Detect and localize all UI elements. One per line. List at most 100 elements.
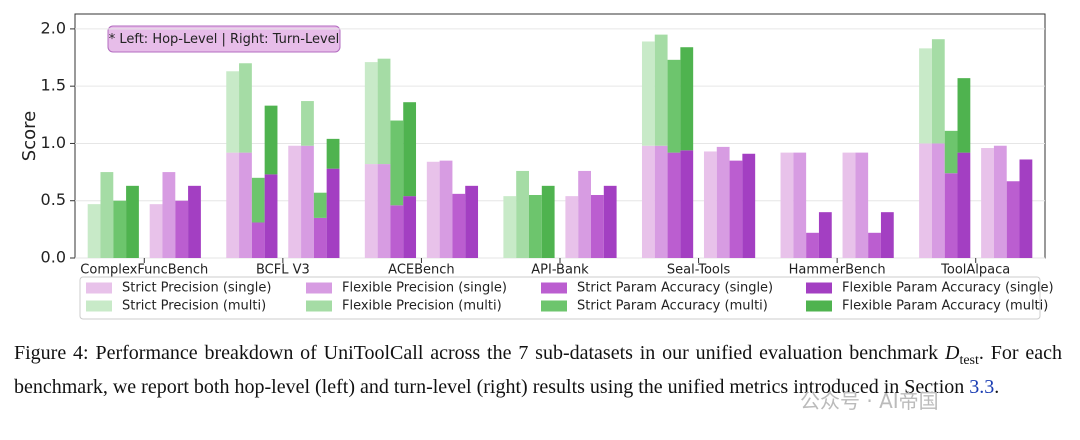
y-tick-label: 1.5 — [41, 76, 66, 95]
bar-segment — [503, 196, 517, 258]
bar-segment — [716, 146, 730, 258]
legend-label: Strict Precision (single) — [122, 281, 271, 296]
bar-segment — [703, 151, 717, 258]
bar-segment — [251, 177, 265, 223]
bar-segment — [806, 232, 819, 258]
bar-segment — [326, 168, 340, 258]
bar-segment — [390, 120, 404, 206]
y-tick-label: 0.0 — [41, 248, 66, 267]
bar-segment — [239, 152, 252, 258]
bar-segment — [641, 41, 655, 146]
bar-segment — [729, 160, 743, 258]
bar-segment — [1006, 181, 1020, 258]
x-tick-label: HammerBench — [789, 263, 886, 278]
x-tick-label: BCFL V3 — [256, 263, 310, 278]
legend-label: Strict Param Accuracy (single) — [577, 281, 773, 296]
bar-segment — [403, 196, 417, 258]
y-axis-label: Score — [19, 111, 40, 161]
bar-segment — [313, 217, 327, 258]
y-tick-label: 2.0 — [41, 18, 66, 37]
y-tick-label: 0.5 — [41, 190, 66, 209]
bar-segment — [931, 39, 945, 144]
bar-segment — [326, 138, 340, 169]
bar-segment — [868, 232, 881, 258]
legend-swatch — [806, 300, 832, 312]
bar-segment — [780, 152, 794, 258]
legend-swatch — [306, 282, 332, 294]
legend-label: Strict Param Accuracy (multi) — [577, 299, 768, 314]
bar-segment — [239, 63, 252, 153]
bar-segment — [944, 173, 958, 258]
legend-label: Flexible Param Accuracy (multi) — [842, 299, 1048, 314]
caption-text: . — [994, 376, 1000, 398]
legend-swatch — [306, 300, 332, 312]
annotation-box — [107, 25, 341, 53]
bar-segment — [301, 145, 314, 258]
annotation: * Left: Hop-Level | Right: Turn-Level — [109, 32, 340, 47]
x-tick-label: Seal-Tools — [667, 263, 731, 278]
caption: Figure 4: Performance breakdown of UniTo… — [14, 340, 1062, 400]
bar-segment — [364, 62, 378, 165]
bar-segment — [742, 153, 756, 258]
bar-segment — [565, 196, 579, 258]
bar-segment — [403, 102, 417, 197]
bar-segment — [226, 71, 240, 153]
bar-segment — [126, 185, 139, 258]
bar-segment — [944, 130, 958, 174]
bar-segment — [465, 185, 479, 258]
bar-segment — [993, 145, 1007, 258]
bar-segment — [452, 193, 466, 258]
caption-math: D — [944, 342, 960, 364]
bar-segment — [1019, 159, 1033, 258]
bar-segment — [667, 59, 681, 153]
legend-swatch — [86, 282, 112, 294]
bar-segment — [364, 164, 378, 258]
bar-segment — [162, 172, 176, 258]
bar-segment — [919, 143, 932, 258]
bar-segment — [226, 152, 240, 258]
caption-text: Figure 4: Performance breakdown of UniTo… — [14, 342, 945, 364]
legend-label: Flexible Param Accuracy (single) — [842, 281, 1054, 296]
bar-segment — [251, 222, 265, 258]
legend-swatch — [541, 282, 567, 294]
bar-segment — [313, 192, 327, 218]
bar-segment — [529, 194, 542, 258]
bar-segment — [175, 200, 189, 258]
bar-segment — [591, 194, 604, 258]
x-tick-label: ComplexFuncBench — [80, 263, 208, 278]
bar-segment — [919, 48, 932, 144]
x-tick-label: ACEBench — [388, 263, 455, 278]
bar-segment — [931, 143, 945, 258]
bar-segment — [100, 172, 114, 258]
bar-segment — [516, 170, 529, 258]
bar-segment — [641, 145, 655, 258]
caption-subscript: test — [959, 353, 979, 368]
bar-segment — [390, 205, 404, 258]
y-tick-label: 1.0 — [41, 133, 66, 152]
bar-segment — [149, 204, 163, 258]
bar-segment — [301, 101, 314, 146]
caption-link[interactable]: 3.3 — [969, 376, 995, 398]
x-tick-label: API-Bank — [531, 263, 589, 278]
bar-segment — [957, 78, 971, 153]
watermark: 公众号 · AI帝国 — [800, 389, 939, 413]
bar-segment — [680, 150, 694, 258]
legend-label: Flexible Precision (multi) — [342, 299, 502, 314]
bar-segment — [855, 152, 869, 258]
bar-segment — [288, 145, 302, 258]
bar-segment — [377, 164, 391, 258]
bar-segment — [842, 152, 856, 258]
bar-segment — [426, 161, 440, 258]
legend-label: Strict Precision (multi) — [122, 299, 266, 314]
bar-segment — [578, 170, 591, 258]
bar-segment — [667, 152, 681, 258]
legend-swatch — [541, 300, 567, 312]
bar-segment — [377, 58, 391, 165]
bar-segment — [654, 145, 668, 258]
x-tick-label: ToolAlpaca — [940, 263, 1010, 278]
bar-segment — [880, 212, 894, 258]
bar-segment — [541, 185, 555, 258]
bar-segment — [818, 212, 832, 258]
bar-segment — [87, 204, 101, 258]
